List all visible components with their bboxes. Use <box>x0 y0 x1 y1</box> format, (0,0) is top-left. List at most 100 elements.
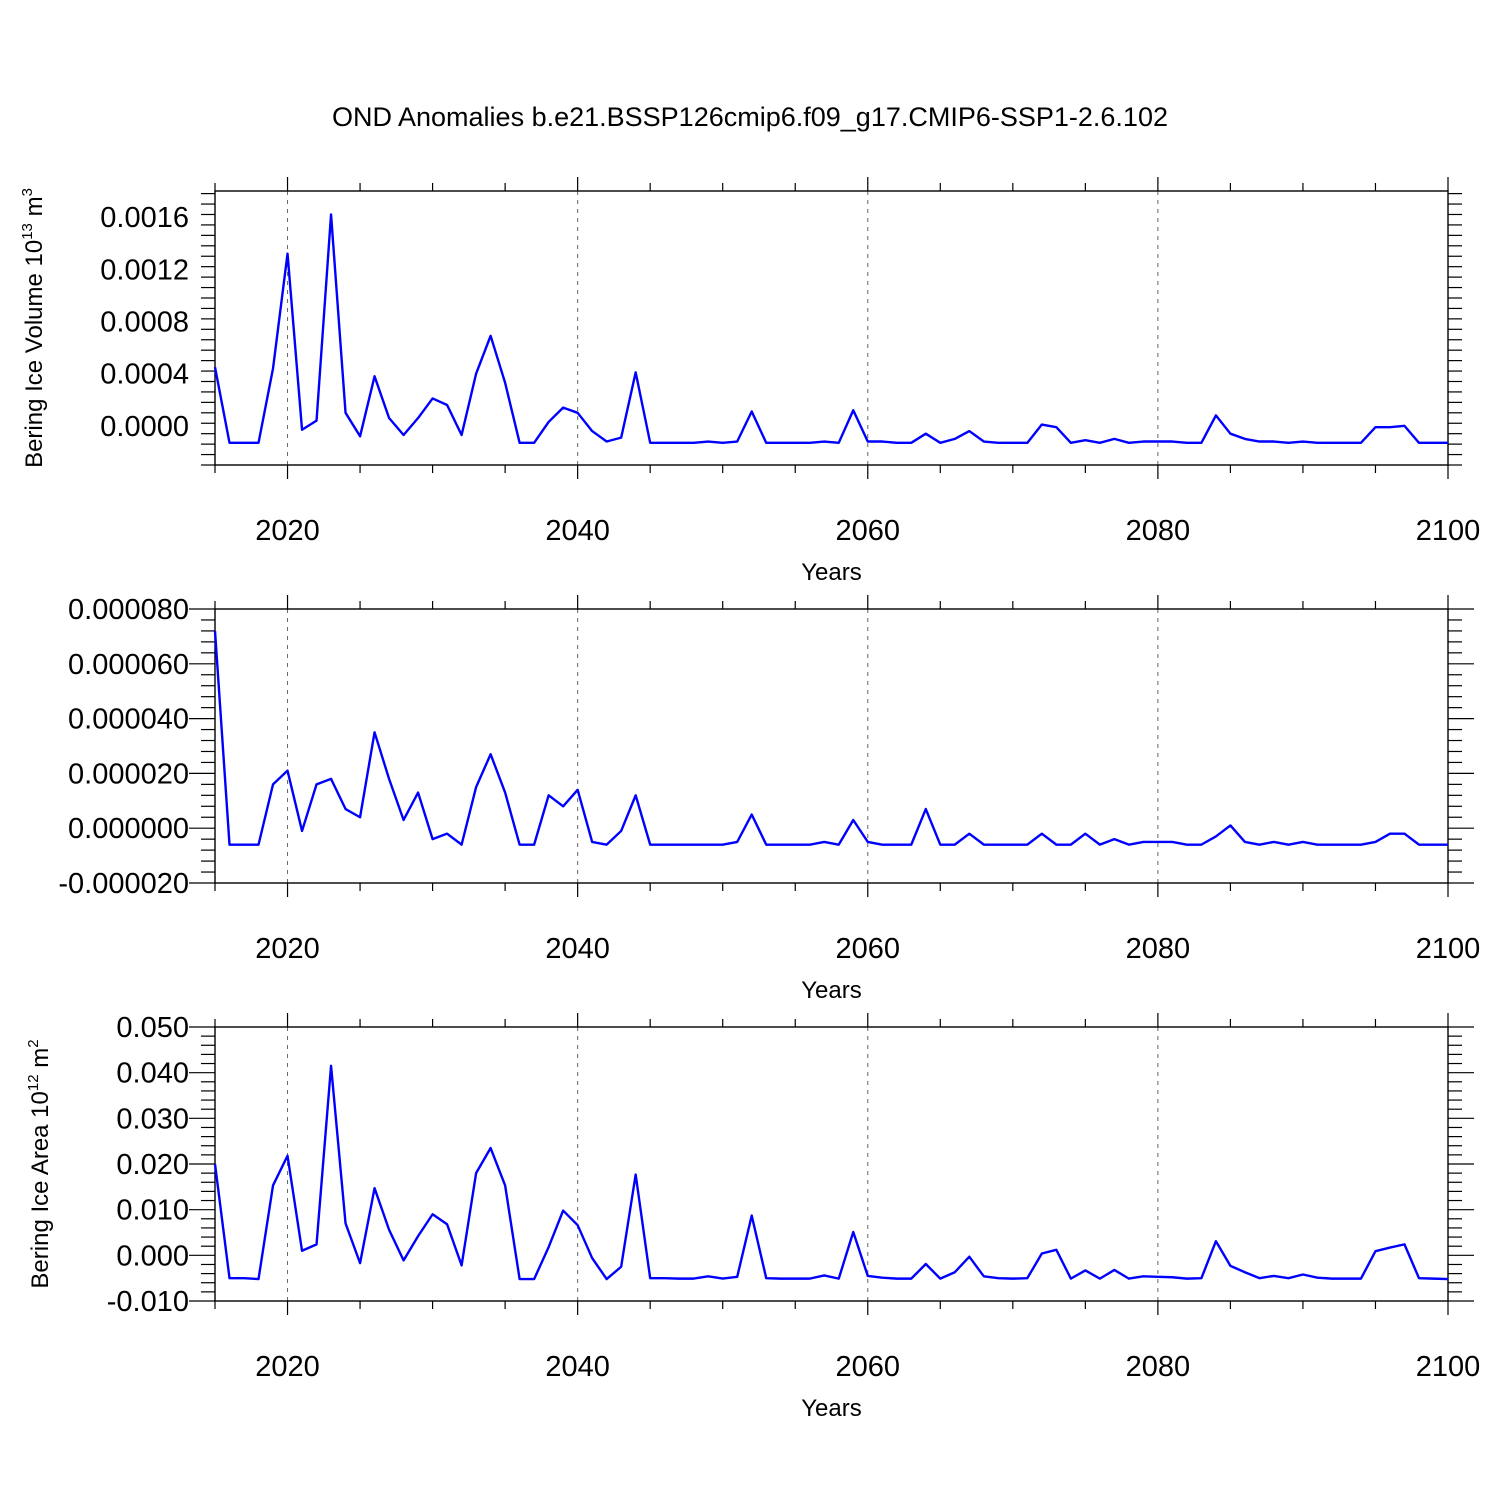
data-point <box>1186 442 1188 444</box>
data-point <box>388 417 390 419</box>
x-tick-label: 2100 <box>1416 933 1481 965</box>
x-tick-label: 2100 <box>1416 515 1481 547</box>
data-point <box>1432 1277 1434 1279</box>
data-point <box>1186 843 1188 845</box>
data-point <box>533 843 535 845</box>
data-point <box>794 1277 796 1279</box>
data-point <box>475 786 477 788</box>
y-tick-label: 0.000040 <box>68 704 189 736</box>
data-point <box>489 335 491 337</box>
y-tick-label: 0.000000 <box>68 813 189 845</box>
plot-frame <box>214 190 1449 466</box>
data-point <box>547 794 549 796</box>
data-point <box>823 1274 825 1276</box>
data-point <box>1128 843 1130 845</box>
data-point <box>1186 1277 1188 1279</box>
data-point <box>1345 442 1347 444</box>
data-point <box>547 1246 549 1248</box>
data-point <box>1099 442 1101 444</box>
y-tick-label: 0.0000 <box>100 411 189 443</box>
data-point <box>1229 1265 1231 1267</box>
data-point <box>1157 841 1159 843</box>
x-tick-label: 2080 <box>1126 515 1191 547</box>
y-tick-label: 0.000080 <box>68 594 189 626</box>
data-point <box>214 366 216 368</box>
data-point <box>228 1277 230 1279</box>
data-point <box>881 1277 883 1279</box>
y-axis-label: Bering Ice Volume 1013 m3 <box>19 188 48 468</box>
data-point <box>1012 1277 1014 1279</box>
chart-title: OND Anomalies b.e21.BSSP126cmip6.f09_g17… <box>332 102 1168 132</box>
data-point <box>504 791 506 793</box>
data-point <box>388 1229 390 1231</box>
data-point <box>1084 439 1086 441</box>
data-point <box>1041 423 1043 425</box>
data-point <box>765 442 767 444</box>
data-point <box>881 440 883 442</box>
data-point <box>1113 838 1115 840</box>
data-point <box>1055 426 1057 428</box>
data-point <box>460 434 462 436</box>
data-point <box>983 1275 985 1277</box>
data-point <box>736 841 738 843</box>
data-point <box>576 789 578 791</box>
data-point <box>954 843 956 845</box>
chart-panel-1: 2020 2040 2060 2080 2100 Years 0.0000 0.0004 0.0… <box>19 177 1480 586</box>
data-point <box>1316 843 1318 845</box>
data-point <box>460 843 462 845</box>
data-point <box>591 841 593 843</box>
data-point <box>1229 824 1231 826</box>
data-point <box>489 753 491 755</box>
data-point <box>1345 1277 1347 1279</box>
data-point <box>1331 843 1333 845</box>
data-point <box>1360 1277 1362 1279</box>
y-axis-label-text: Bering Ice Volume 10 <box>21 240 48 468</box>
data-point <box>925 1263 927 1265</box>
data-point <box>315 1243 317 1245</box>
data-point <box>1258 843 1260 845</box>
y-axis-label-unit-exponent: 2 <box>25 1039 42 1047</box>
data-point <box>402 1259 404 1261</box>
data-point <box>620 830 622 832</box>
data-point <box>751 1214 753 1216</box>
data-point <box>373 731 375 733</box>
data-point <box>1215 1240 1217 1242</box>
y-axis-label-exponent: 12 <box>25 1074 42 1091</box>
data-point <box>562 1209 564 1211</box>
data-point <box>1171 841 1173 843</box>
data-point <box>1389 832 1391 834</box>
data-point <box>1418 442 1420 444</box>
y-tick-label: 0.050 <box>116 1012 189 1044</box>
y-axis-label-unit: m <box>27 1048 54 1075</box>
y-tick-label: 0.030 <box>116 1103 189 1135</box>
data-point <box>301 1250 303 1252</box>
data-point <box>692 1277 694 1279</box>
data-point <box>910 1277 912 1279</box>
data-point <box>765 843 767 845</box>
data-point <box>751 813 753 815</box>
data-point <box>1157 1276 1159 1278</box>
series-line <box>213 630 1448 846</box>
data-point <box>939 442 941 444</box>
y-axis-label-unit-exponent: 3 <box>19 188 36 196</box>
data-point <box>780 442 782 444</box>
x-tick-label: 2040 <box>545 933 610 965</box>
data-point <box>1026 1277 1028 1279</box>
x-tick-label: 2020 <box>255 1351 320 1383</box>
data-point <box>983 440 985 442</box>
data-point <box>954 438 956 440</box>
data-point <box>1244 438 1246 440</box>
data-point <box>576 412 578 414</box>
data-point <box>1302 841 1304 843</box>
data-point <box>402 434 404 436</box>
data-point <box>896 843 898 845</box>
data-point <box>475 1172 477 1174</box>
data-point <box>663 442 665 444</box>
data-point <box>1273 841 1275 843</box>
data-point <box>634 371 636 373</box>
data-point <box>562 805 564 807</box>
data-point <box>518 843 520 845</box>
y-tick-label: 0.040 <box>116 1058 189 1090</box>
data-point <box>939 843 941 845</box>
data-point <box>330 778 332 780</box>
